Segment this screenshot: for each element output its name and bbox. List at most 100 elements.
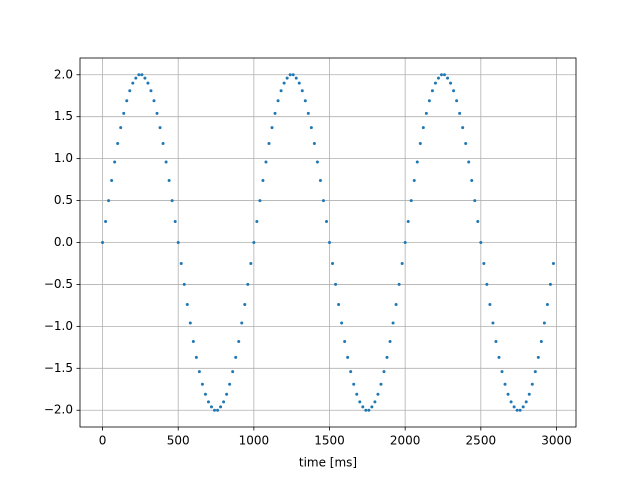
point bbox=[394, 303, 398, 307]
point bbox=[110, 178, 114, 182]
point bbox=[104, 220, 108, 224]
point bbox=[494, 339, 498, 343]
point bbox=[312, 142, 316, 146]
point bbox=[355, 392, 359, 396]
point bbox=[412, 178, 416, 182]
point bbox=[364, 408, 368, 412]
point bbox=[213, 408, 217, 412]
point bbox=[194, 355, 198, 359]
point bbox=[491, 321, 495, 325]
point bbox=[203, 392, 207, 396]
point bbox=[140, 73, 144, 77]
point bbox=[252, 241, 256, 244]
point bbox=[209, 405, 213, 409]
x-tick-label: 1500 bbox=[314, 434, 345, 448]
point bbox=[243, 303, 247, 307]
point bbox=[530, 382, 534, 386]
point bbox=[458, 111, 462, 115]
plot-frame bbox=[79, 57, 577, 428]
point bbox=[421, 126, 425, 130]
point bbox=[125, 99, 129, 103]
point bbox=[424, 111, 428, 115]
point bbox=[143, 76, 147, 80]
point bbox=[382, 370, 386, 374]
point bbox=[331, 261, 335, 265]
point bbox=[340, 321, 344, 325]
point bbox=[225, 392, 229, 396]
point bbox=[191, 339, 195, 343]
point bbox=[219, 405, 223, 409]
point bbox=[470, 178, 474, 182]
point bbox=[512, 405, 516, 409]
point bbox=[182, 282, 186, 286]
point bbox=[288, 73, 292, 77]
point bbox=[255, 220, 259, 224]
point bbox=[497, 355, 501, 359]
point bbox=[303, 99, 307, 103]
point bbox=[264, 160, 268, 164]
point bbox=[294, 76, 298, 80]
point bbox=[436, 76, 440, 80]
point bbox=[206, 400, 210, 404]
point bbox=[300, 89, 304, 93]
x-tick-label: 1000 bbox=[239, 434, 270, 448]
point bbox=[170, 199, 174, 203]
point bbox=[539, 339, 543, 343]
point bbox=[131, 81, 135, 85]
point bbox=[373, 400, 377, 404]
point bbox=[479, 241, 483, 244]
point bbox=[176, 241, 180, 244]
point bbox=[309, 126, 313, 130]
point bbox=[134, 76, 138, 80]
point bbox=[173, 220, 177, 224]
point bbox=[406, 220, 410, 224]
point bbox=[258, 199, 262, 203]
point bbox=[346, 355, 350, 359]
point bbox=[328, 241, 332, 244]
point bbox=[515, 408, 519, 412]
point bbox=[334, 282, 338, 286]
point bbox=[315, 160, 319, 164]
point bbox=[476, 220, 480, 224]
point bbox=[545, 303, 549, 307]
point bbox=[146, 81, 150, 85]
point bbox=[122, 111, 126, 115]
point bbox=[388, 339, 392, 343]
point bbox=[391, 321, 395, 325]
point bbox=[222, 400, 226, 404]
point bbox=[548, 282, 552, 286]
point bbox=[527, 392, 531, 396]
point bbox=[518, 408, 522, 412]
point bbox=[430, 89, 434, 93]
point bbox=[367, 408, 371, 412]
point bbox=[524, 400, 528, 404]
point bbox=[400, 261, 404, 265]
point bbox=[503, 382, 507, 386]
point bbox=[439, 73, 443, 77]
point bbox=[261, 178, 265, 182]
y-tick-label: −2.0 bbox=[44, 403, 73, 417]
point bbox=[185, 303, 189, 307]
y-tick-label: 2.0 bbox=[54, 67, 73, 81]
point bbox=[452, 89, 456, 93]
point bbox=[119, 126, 123, 130]
x-tick-label: 0 bbox=[99, 434, 107, 448]
point bbox=[155, 111, 159, 115]
x-tick-label: 2500 bbox=[466, 434, 497, 448]
point bbox=[137, 73, 141, 77]
point bbox=[500, 370, 504, 374]
point bbox=[285, 76, 289, 80]
point bbox=[188, 321, 192, 325]
point bbox=[464, 142, 468, 146]
point bbox=[270, 126, 274, 130]
point bbox=[427, 99, 431, 103]
point bbox=[279, 89, 283, 93]
point bbox=[370, 405, 374, 409]
point bbox=[107, 199, 111, 203]
point bbox=[449, 81, 453, 85]
point bbox=[376, 392, 380, 396]
point bbox=[158, 126, 162, 130]
